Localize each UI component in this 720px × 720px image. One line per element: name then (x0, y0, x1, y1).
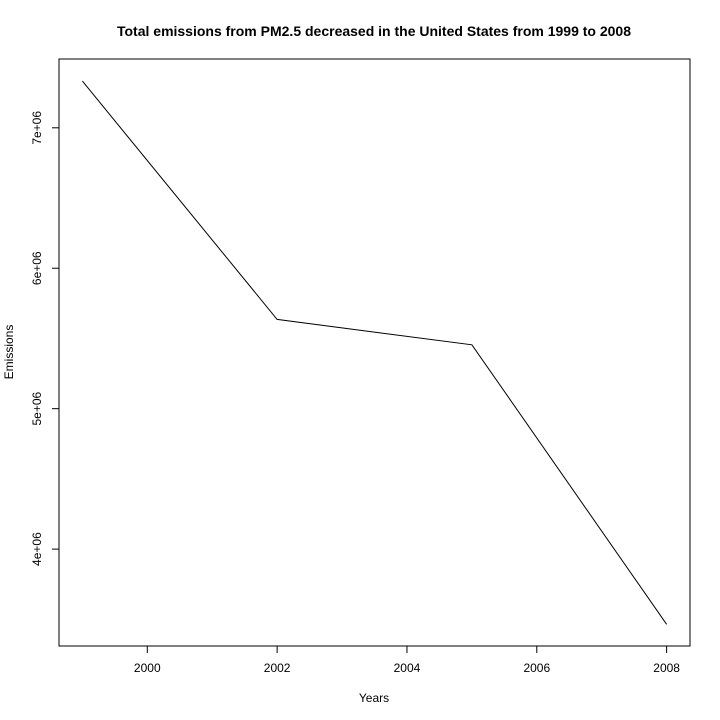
x-axis: 2000 2002 2004 2006 2008 (134, 646, 680, 675)
x-axis-label: Years (359, 691, 389, 705)
plot-frame (58, 58, 691, 647)
y-tick-label: 5e+06 (30, 391, 44, 425)
x-tick-label: 2000 (134, 661, 161, 675)
y-tick-label: 6e+06 (30, 251, 44, 285)
y-tick-label: 7e+06 (30, 111, 44, 145)
x-tick-label: 2002 (264, 661, 291, 675)
series-line (82, 80, 668, 625)
y-tick-label: 4e+06 (30, 532, 44, 566)
x-tick-label: 2008 (653, 661, 680, 675)
y-axis: 4e+06 5e+06 6e+06 7e+06 (30, 111, 59, 566)
x-tick-label: 2004 (394, 661, 421, 675)
x-tick-label: 2006 (523, 661, 550, 675)
y-axis-label: Emissions (2, 325, 16, 380)
chart-title: Total emissions from PM2.5 decreased in … (117, 23, 631, 39)
